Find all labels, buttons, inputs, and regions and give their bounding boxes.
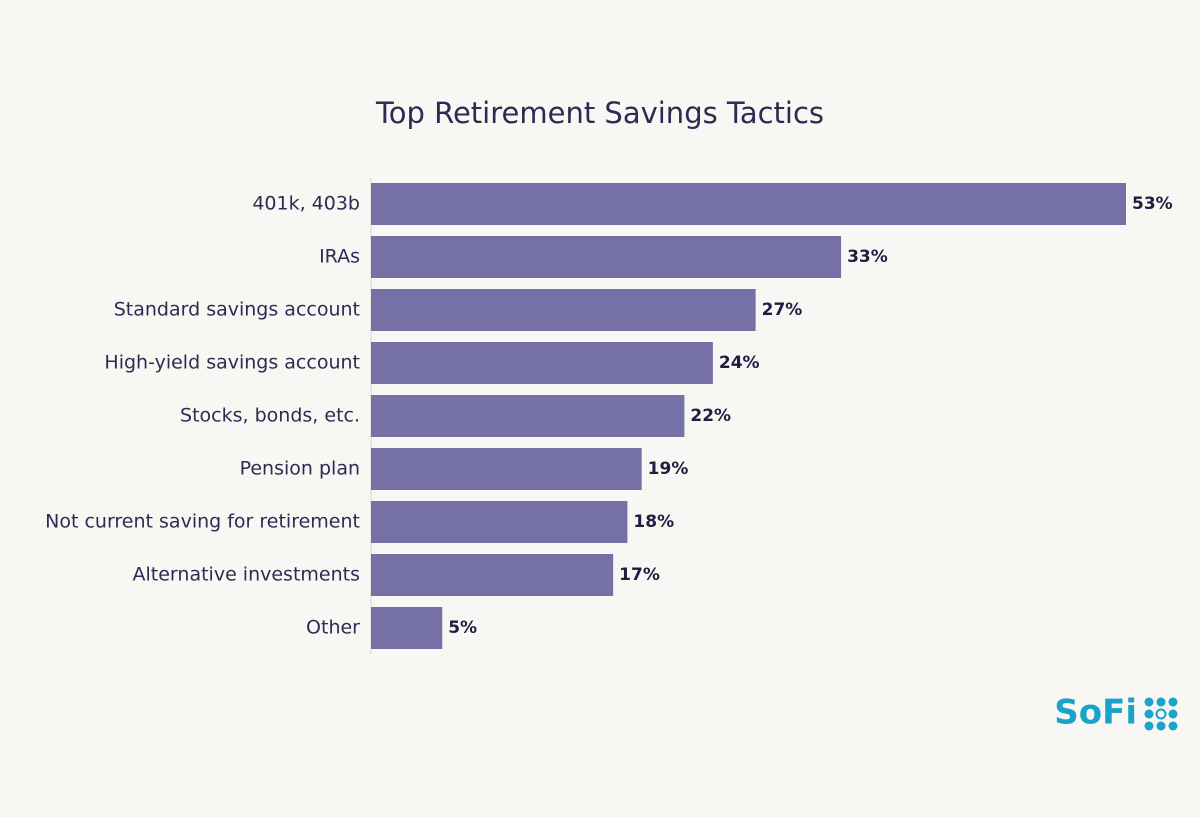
bar	[371, 554, 614, 596]
bar	[371, 183, 1126, 225]
y-tick-label: Pension plan	[240, 458, 360, 480]
bar	[371, 448, 642, 490]
bar	[371, 395, 685, 437]
y-tick-label: Standard savings account	[114, 299, 360, 321]
value-label: 53%	[1132, 194, 1173, 214]
y-tick-label: High-yield savings account	[104, 352, 360, 374]
bar	[371, 289, 756, 331]
bar	[371, 236, 842, 278]
logo-icon	[1144, 697, 1178, 731]
value-label: 33%	[847, 247, 888, 267]
y-tick-label: Other	[306, 617, 360, 639]
value-label: 24%	[719, 353, 760, 373]
y-tick-label: Not current saving for retirement	[45, 511, 360, 533]
y-tick-label: Stocks, bonds, etc.	[180, 405, 360, 427]
value-label: 22%	[690, 406, 731, 426]
y-tick-label: 401k, 403b	[252, 193, 360, 215]
y-tick-label: Alternative investments	[133, 564, 360, 586]
value-label: 17%	[619, 565, 660, 585]
bar	[371, 501, 628, 543]
value-label: 19%	[648, 459, 689, 479]
bar	[371, 342, 713, 384]
value-label: 5%	[448, 618, 477, 638]
y-tick-label: IRAs	[319, 246, 360, 268]
chart-title: Top Retirement Savings Tactics	[375, 96, 824, 130]
logo: SoFi	[1054, 693, 1137, 733]
value-label: 18%	[633, 512, 674, 532]
value-label: 27%	[762, 300, 803, 320]
bar	[371, 607, 443, 649]
